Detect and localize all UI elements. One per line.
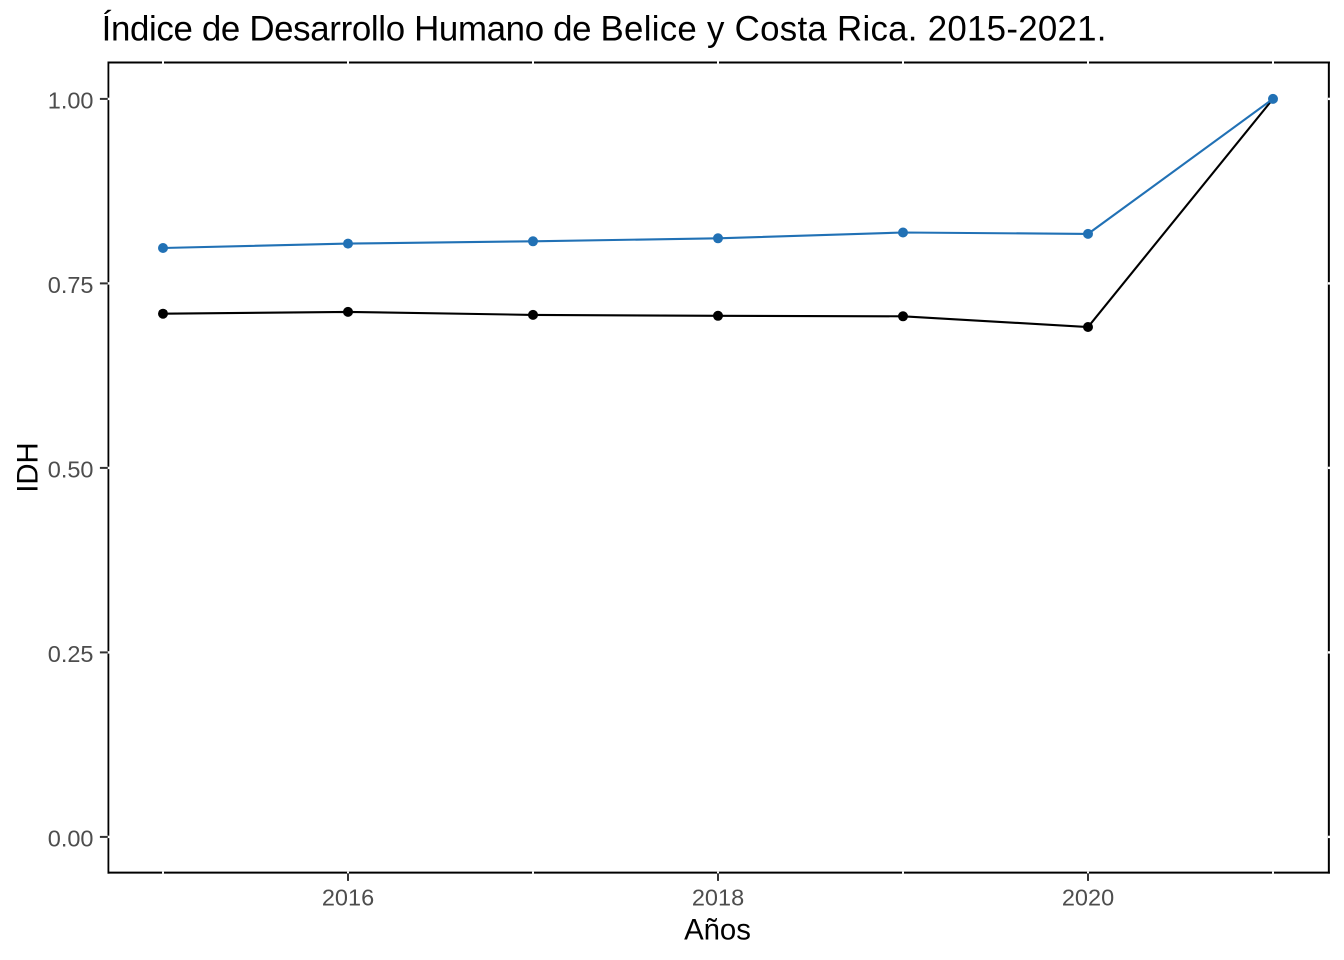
svg-text:Índice de Desarrollo Humano de: Índice de Desarrollo Humano de Belice y … [102,10,1107,49]
svg-text:0.50: 0.50 [48,457,94,483]
svg-text:1.00: 1.00 [48,88,94,114]
svg-text:0.00: 0.00 [48,826,94,852]
svg-text:2018: 2018 [692,885,744,911]
svg-text:2016: 2016 [322,885,374,911]
svg-text:2020: 2020 [1062,885,1114,911]
svg-text:0.75: 0.75 [48,272,94,298]
svg-text:Años: Años [684,914,751,947]
svg-text:IDH: IDH [12,442,45,493]
svg-text:0.25: 0.25 [48,641,94,667]
